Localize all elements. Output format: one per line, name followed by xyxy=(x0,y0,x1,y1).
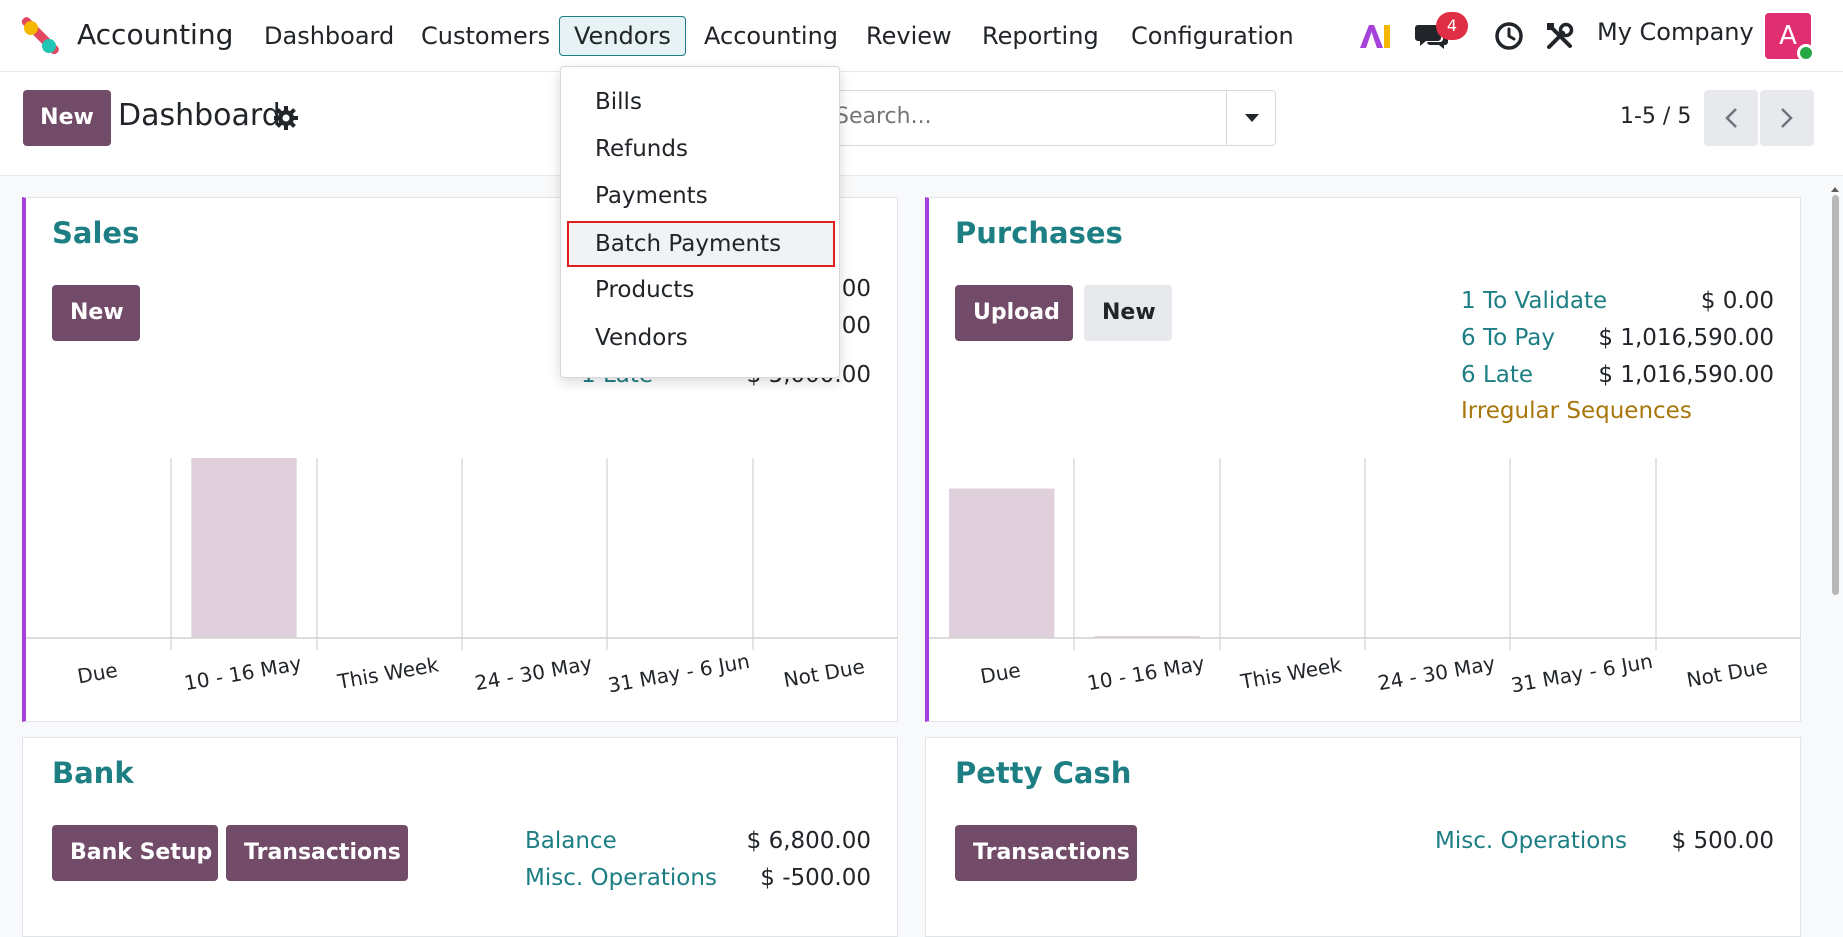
chevron-right-icon xyxy=(1781,108,1793,128)
chart-tick-label: This Week xyxy=(335,652,441,694)
bank-transactions-button[interactable]: Transactions xyxy=(226,825,408,881)
online-status-dot xyxy=(1797,44,1815,62)
pager-value[interactable]: 1-5 / 5 xyxy=(1620,104,1692,129)
menu-item-bills[interactable]: Bills xyxy=(595,89,642,115)
balance-label[interactable]: Balance xyxy=(525,828,617,854)
menu-vendors[interactable]: Vendors xyxy=(559,16,686,56)
sales-stat-value: .00 xyxy=(834,276,871,302)
search-options-toggle[interactable] xyxy=(1226,90,1276,146)
menu-reporting[interactable]: Reporting xyxy=(982,22,1099,50)
chart-tick-label: Not Due xyxy=(782,654,867,692)
to-validate-label[interactable]: 1 To Validate xyxy=(1461,288,1608,314)
menu-item-refunds[interactable]: Refunds xyxy=(595,136,688,162)
search-bar xyxy=(820,90,1276,146)
bank-misc-operations-label[interactable]: Misc. Operations xyxy=(525,865,717,891)
menu-customers[interactable]: Customers xyxy=(421,22,551,50)
pager-next-button[interactable] xyxy=(1760,90,1814,146)
chart-bar xyxy=(1094,636,1200,638)
pager-previous-button[interactable] xyxy=(1704,90,1758,146)
chart-tick-label: Due xyxy=(75,658,119,689)
chart-bar xyxy=(949,488,1055,638)
menu-item-vendors[interactable]: Vendors xyxy=(595,325,688,351)
vendors-dropdown-menu: Bills Refunds Payments Batch Payments Pr… xyxy=(560,66,840,378)
bank-title[interactable]: Bank xyxy=(52,756,134,790)
menu-item-payments[interactable]: Payments xyxy=(595,183,708,209)
sales-chart[interactable]: Due 10 - 16 May This Week 24 - 30 May 31 May… xyxy=(26,448,898,723)
chart-tick-label: 24 - 30 May xyxy=(1376,651,1497,695)
ai-icon[interactable] xyxy=(1355,16,1395,56)
chart-tick-label: Due xyxy=(978,658,1022,689)
page-scrollbar[interactable] xyxy=(1829,180,1841,920)
app-logo-icon[interactable] xyxy=(20,16,60,56)
chart-tick-label: Not Due xyxy=(1685,654,1770,692)
sales-new-button[interactable]: New xyxy=(52,285,140,341)
sales-title[interactable]: Sales xyxy=(52,216,140,250)
chart-tick-label: 31 May - 6 Jun xyxy=(1509,649,1654,698)
top-navbar: Accounting Dashboard Customers Vendors A… xyxy=(0,0,1843,72)
to-validate-value: $ 0.00 xyxy=(1700,288,1774,314)
scroll-up-arrow-icon[interactable] xyxy=(1829,183,1841,195)
petty-misc-operations-value: $ 500.00 xyxy=(1671,828,1774,854)
menu-configuration[interactable]: Configuration xyxy=(1131,22,1294,50)
to-pay-value: $ 1,016,590.00 xyxy=(1598,325,1774,351)
chart-tick-label: 10 - 16 May xyxy=(1085,651,1206,695)
petty-cash-transactions-button[interactable]: Transactions xyxy=(955,825,1137,881)
messages-count-badge: 4 xyxy=(1436,12,1468,40)
bank-setup-button[interactable]: Bank Setup xyxy=(52,825,218,881)
chart-tick-label: 24 - 30 May xyxy=(473,651,594,695)
sales-stat-value: .00 xyxy=(834,313,871,339)
bank-misc-operations-value: $ -500.00 xyxy=(760,865,871,891)
app-name[interactable]: Accounting xyxy=(77,18,234,51)
chart-tick-label: 31 May - 6 Jun xyxy=(606,649,751,698)
page-title: Dashboard xyxy=(118,98,281,133)
tools-icon[interactable] xyxy=(1540,16,1580,56)
company-switcher[interactable]: My Company xyxy=(1597,18,1754,46)
gear-icon[interactable] xyxy=(273,105,299,131)
petty-cash-journal-card: Petty Cash Transactions Misc. Operations… xyxy=(925,737,1801,937)
petty-cash-title[interactable]: Petty Cash xyxy=(955,756,1132,790)
menu-item-products[interactable]: Products xyxy=(595,277,695,303)
menu-review[interactable]: Review xyxy=(866,22,952,50)
control-panel: New Dashboard 1-5 / 5 xyxy=(0,72,1843,176)
chart-bar xyxy=(191,458,297,638)
scrollbar-thumb[interactable] xyxy=(1832,195,1839,595)
late-label[interactable]: 6 Late xyxy=(1461,362,1534,388)
new-button[interactable]: New xyxy=(23,90,111,146)
purchases-journal-card: Purchases Upload New 1 To Validate $ 0.0… xyxy=(925,197,1801,722)
caret-down-icon xyxy=(1244,113,1259,122)
purchases-title[interactable]: Purchases xyxy=(955,216,1123,250)
sales-journal-card: Sales New 1 Late .00 .00 $ 5,000.00 Due1… xyxy=(22,197,898,722)
to-pay-label[interactable]: 6 To Pay xyxy=(1461,325,1556,351)
chart-tick-label: This Week xyxy=(1238,652,1344,694)
chart-tick-label: 10 - 16 May xyxy=(182,651,303,695)
irregular-sequences-link[interactable]: Irregular Sequences xyxy=(1461,398,1692,424)
upload-button[interactable]: Upload xyxy=(955,285,1073,341)
bank-journal-card: Bank Bank Setup Transactions Balance $ 6… xyxy=(22,737,898,937)
purchases-chart[interactable]: Due 10 - 16 May This Week 24 - 30 May 31 May… xyxy=(929,448,1801,723)
balance-value: $ 6,800.00 xyxy=(746,828,871,854)
clock-icon[interactable] xyxy=(1489,16,1529,56)
late-value: $ 1,016,590.00 xyxy=(1598,362,1774,388)
search-input[interactable] xyxy=(835,104,1215,129)
menu-accounting[interactable]: Accounting xyxy=(704,22,839,50)
menu-item-batch-payments[interactable]: Batch Payments xyxy=(567,221,835,267)
user-avatar[interactable]: A xyxy=(1765,13,1811,59)
chevron-left-icon xyxy=(1725,108,1737,128)
menu-dashboard[interactable]: Dashboard xyxy=(264,22,395,50)
chat-icon[interactable] xyxy=(1412,16,1452,56)
petty-misc-operations-label[interactable]: Misc. Operations xyxy=(1435,828,1627,854)
purchases-new-button[interactable]: New xyxy=(1084,285,1172,341)
